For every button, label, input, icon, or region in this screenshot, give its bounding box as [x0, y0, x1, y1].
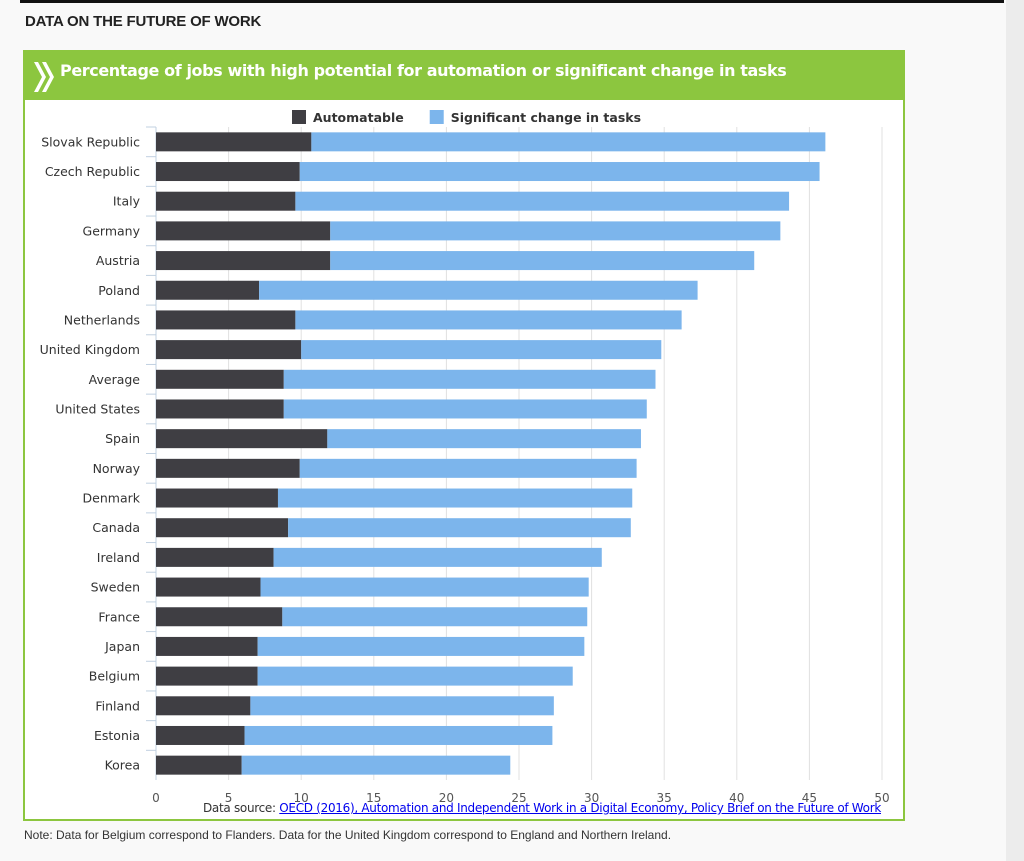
x-tick-label: 0: [152, 791, 160, 805]
bar-automatable: [156, 755, 242, 775]
bar-automatable: [156, 607, 283, 627]
data-source: Data source: OECD (2016), Automation and…: [203, 801, 881, 815]
x-tick-label: 35: [657, 791, 672, 805]
x-tick-label: 15: [366, 791, 381, 805]
bar-automatable: [156, 429, 328, 449]
bar-significant-change: [250, 696, 554, 716]
bar-automatable: [156, 518, 289, 538]
x-tick-label: 50: [874, 791, 889, 805]
category-label: Czech Republic: [45, 164, 140, 179]
bar-automatable: [156, 399, 284, 419]
bar-significant-change: [330, 251, 755, 271]
legend-label: Significant change in tasks: [451, 110, 641, 125]
category-label: United Kingdom: [40, 342, 140, 357]
bar-significant-change: [259, 280, 698, 300]
source-link[interactable]: OECD (2016), Automation and Independent …: [279, 801, 881, 815]
category-label: France: [98, 609, 140, 624]
bar-significant-change: [327, 429, 641, 449]
bar-significant-change: [241, 755, 511, 775]
category-label: Finland: [95, 698, 140, 713]
x-tick-label: 20: [439, 791, 454, 805]
bar-significant-change: [299, 458, 637, 478]
x-tick-label: 40: [729, 791, 744, 805]
category-label: Estonia: [94, 728, 140, 743]
bar-significant-change: [277, 488, 633, 508]
x-tick-label: 10: [294, 791, 309, 805]
category-label: Denmark: [83, 491, 141, 506]
bar-significant-change: [282, 607, 588, 627]
bar-significant-change: [295, 310, 682, 330]
category-label: Germany: [83, 223, 141, 238]
bar-automatable: [156, 547, 274, 567]
bar-significant-change: [260, 577, 589, 597]
bar-significant-change: [257, 666, 573, 686]
bar-automatable: [156, 191, 296, 211]
category-label: Ireland: [97, 550, 140, 565]
category-label: Japan: [104, 639, 140, 654]
category-label: Netherlands: [64, 312, 140, 327]
bar-significant-change: [299, 162, 820, 182]
legend-swatch: [429, 110, 444, 124]
x-tick-label: 45: [802, 791, 817, 805]
bar-significant-change: [295, 191, 790, 211]
bar-automatable: [156, 725, 245, 745]
top-divider: [20, 0, 1004, 3]
legend-swatch: [292, 110, 306, 124]
category-label: Austria: [96, 253, 140, 268]
legend-label: Automatable: [313, 110, 404, 125]
bar-automatable: [156, 488, 278, 508]
bar-automatable: [156, 458, 300, 478]
bar-automatable: [156, 132, 312, 152]
bar-significant-change: [257, 636, 585, 656]
category-label: Poland: [98, 283, 140, 298]
bar-automatable: [156, 577, 261, 597]
category-label: Average: [89, 372, 141, 387]
category-label: Slovak Republic: [41, 134, 140, 149]
source-label: Data source:: [202, 801, 276, 815]
x-tick-label: 30: [584, 791, 599, 805]
bar-automatable: [156, 636, 258, 656]
bar-significant-change: [273, 547, 602, 567]
bar-significant-change: [288, 518, 631, 538]
x-tick-label: 5: [225, 791, 233, 805]
x-tick-label: 25: [511, 791, 526, 805]
bar-automatable: [156, 251, 331, 271]
panel-header: Percentage of jobs with high potential f…: [25, 52, 903, 100]
bar-significant-change: [283, 369, 656, 389]
category-label: Sweden: [91, 580, 140, 595]
category-label: Canada: [92, 520, 140, 535]
category-label: Spain: [105, 431, 140, 446]
bar-automatable: [156, 221, 331, 241]
bar-significant-change: [311, 132, 826, 152]
chart-title: Percentage of jobs with high potential f…: [60, 61, 787, 80]
category-label: United States: [55, 401, 140, 416]
bar-automatable: [156, 340, 302, 360]
bar-significant-change: [283, 399, 647, 419]
bar-significant-change: [244, 725, 553, 745]
bar-significant-change: [301, 340, 662, 360]
bar-automatable: [156, 696, 251, 716]
footnote: Note: Data for Belgium correspond to Fla…: [24, 828, 672, 842]
category-label: Belgium: [89, 669, 140, 684]
bar-significant-change: [330, 221, 781, 241]
bar-automatable: [156, 162, 300, 182]
bar-automatable: [156, 280, 260, 300]
bar-automatable: [156, 310, 296, 330]
category-label: Korea: [105, 758, 140, 773]
category-label: Norway: [93, 461, 141, 476]
double-chevron-icon: [34, 62, 54, 92]
bar-automatable: [156, 666, 258, 686]
category-label: Italy: [113, 194, 141, 209]
section-title: DATA ON THE FUTURE OF WORK: [25, 13, 262, 30]
bar-automatable: [156, 369, 284, 389]
